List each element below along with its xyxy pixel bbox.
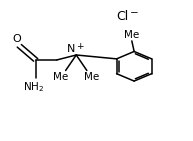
Text: Me: Me (53, 72, 69, 82)
Text: N: N (67, 44, 75, 54)
Text: Me: Me (124, 30, 140, 40)
Text: Me: Me (84, 72, 99, 82)
Text: −: − (130, 8, 138, 18)
Text: Cl: Cl (116, 10, 128, 23)
Text: +: + (76, 42, 83, 51)
Text: NH$_2$: NH$_2$ (23, 80, 44, 94)
Text: O: O (12, 34, 21, 44)
